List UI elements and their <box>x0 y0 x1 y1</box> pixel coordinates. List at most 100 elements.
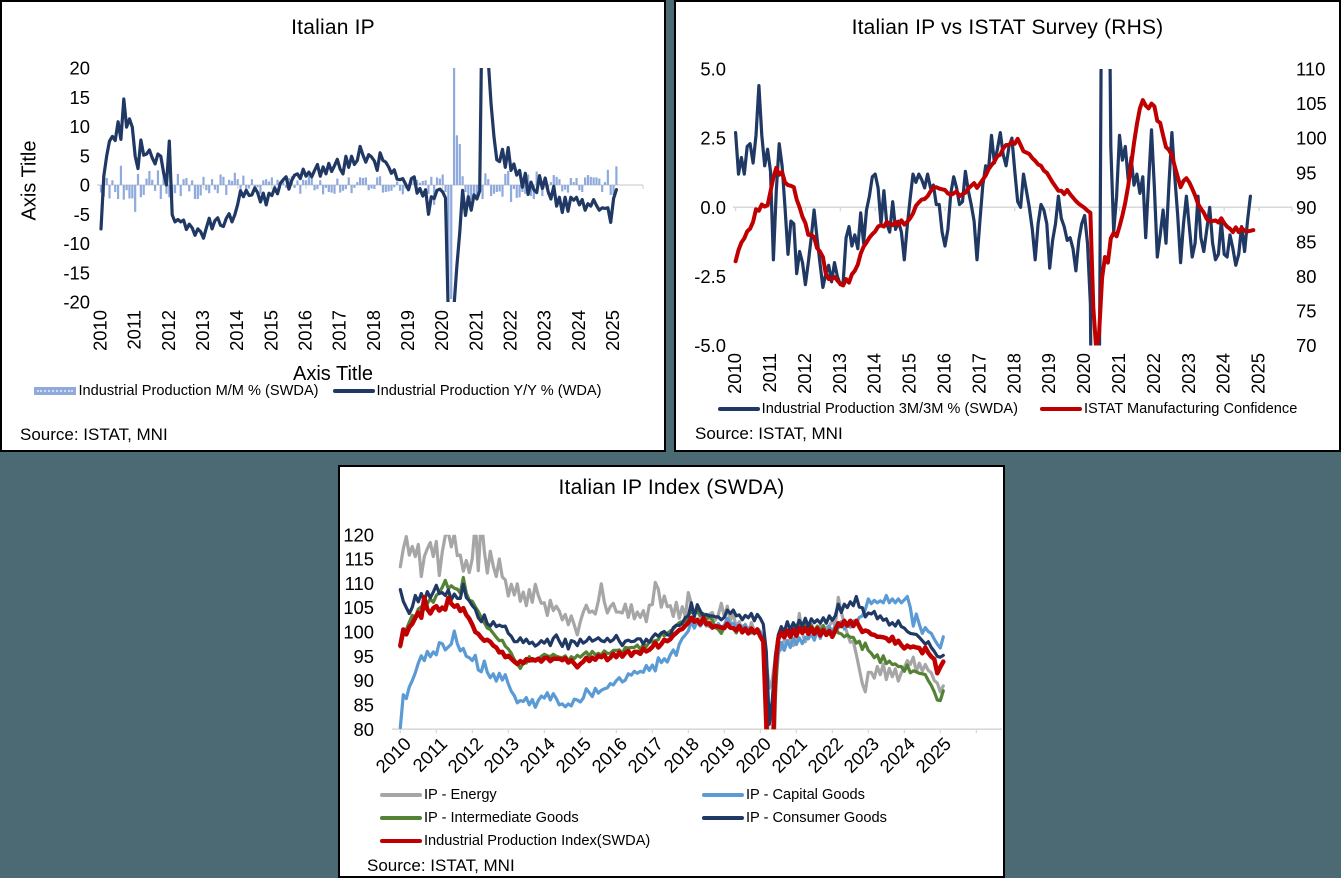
svg-text:2020: 2020 <box>1073 353 1094 394</box>
svg-text:2013: 2013 <box>829 353 850 394</box>
svg-text:-5.0: -5.0 <box>694 335 726 356</box>
svg-text:2010: 2010 <box>90 310 111 351</box>
svg-text:115: 115 <box>345 549 374 570</box>
svg-text:2025: 2025 <box>911 733 955 777</box>
svg-text:2022: 2022 <box>803 733 847 777</box>
svg-text:110: 110 <box>345 573 374 594</box>
svg-text:2012: 2012 <box>158 310 179 351</box>
svg-text:80: 80 <box>354 719 374 740</box>
svg-text:90: 90 <box>354 670 374 691</box>
svg-text:5.0: 5.0 <box>700 59 726 80</box>
line-series-swatch <box>332 388 375 394</box>
svg-text:2016: 2016 <box>934 353 955 394</box>
legend-item: Industrial Production M/M % (SWDA) <box>34 383 319 399</box>
svg-text:110: 110 <box>1296 59 1325 80</box>
svg-text:2012: 2012 <box>794 353 815 394</box>
svg-text:0.0: 0.0 <box>700 197 726 218</box>
panel-ip-index-swda: Italian IP Index (SWDA) 120 115 110 105 100 9… <box>338 465 1005 878</box>
svg-text:2018: 2018 <box>659 733 703 777</box>
svg-text:-10: -10 <box>63 233 90 254</box>
legend-label: Industrial Production Y/Y % (WDA) <box>376 383 602 399</box>
legend-label: IP - Capital Goods <box>746 787 865 803</box>
source-note: Source: ISTAT, MNI <box>20 425 168 444</box>
legend-item: IP - Energy <box>380 787 497 803</box>
x-axis-title: Axis Title <box>292 363 374 385</box>
svg-text:2025: 2025 <box>1248 353 1269 394</box>
line-series-swatch <box>380 815 422 821</box>
bar-series-swatch <box>34 387 77 395</box>
line-series-swatch <box>702 815 744 821</box>
svg-text:2018: 2018 <box>1003 353 1024 394</box>
svg-text:2017: 2017 <box>329 310 350 351</box>
svg-text:2014: 2014 <box>515 733 559 777</box>
legend-label: Industrial Production 3M/3M % (SWDA) <box>761 401 1018 417</box>
svg-text:90: 90 <box>1296 197 1316 218</box>
svg-text:100: 100 <box>343 622 374 643</box>
line-series-swatch <box>717 406 760 412</box>
svg-text:2011: 2011 <box>124 310 145 350</box>
svg-text:105: 105 <box>1296 93 1327 114</box>
svg-text:2013: 2013 <box>479 733 523 777</box>
svg-text:2010: 2010 <box>724 353 745 394</box>
legend-item: Industrial Production Y/Y % (WDA) <box>332 383 602 399</box>
svg-text:2021: 2021 <box>767 733 811 777</box>
svg-text:75: 75 <box>1296 301 1316 322</box>
legend-label: ISTAT Manufacturing Confidence <box>1083 401 1298 417</box>
legend-label: Industrial Production M/M % (SWDA) <box>78 383 319 399</box>
svg-text:2014: 2014 <box>226 310 247 351</box>
svg-text:2013: 2013 <box>192 310 213 351</box>
panel-ip-vs-istat-survey: Italian IP vs ISTAT Survey (RHS) 5.0 2.5 0… <box>674 0 1341 452</box>
legend-label: IP - Intermediate Goods <box>424 810 579 826</box>
svg-text:2019: 2019 <box>695 733 739 777</box>
chart-title-ip-vs-istat: Italian IP vs ISTAT Survey (RHS) <box>851 16 1164 39</box>
chart-title-ip-index: Italian IP Index (SWDA) <box>558 476 785 499</box>
svg-text:2023: 2023 <box>534 310 555 351</box>
svg-text:2020: 2020 <box>431 310 452 351</box>
legend-item: IP - Capital Goods <box>702 787 865 803</box>
line-series-swatch <box>702 792 744 798</box>
svg-text:0: 0 <box>80 175 90 196</box>
svg-text:-20: -20 <box>63 292 90 313</box>
svg-text:2016: 2016 <box>587 733 631 777</box>
legend-item: Industrial Production Index(SWDA) <box>380 833 650 849</box>
legend-item: ISTAT Manufacturing Confidence <box>1039 401 1298 417</box>
svg-text:10: 10 <box>70 116 90 137</box>
svg-text:2025: 2025 <box>602 310 623 351</box>
svg-text:2016: 2016 <box>295 310 316 351</box>
chart-title-italian-ip: Italian IP <box>291 16 375 39</box>
svg-text:2019: 2019 <box>397 310 418 351</box>
svg-text:2011: 2011 <box>759 353 780 393</box>
plot-area-ip-vs-istat: 5.0 2.5 0.0 -2.5 -5.0 110 105 100 95 90 85 80 75 70 20… <box>694 59 1327 394</box>
svg-text:120: 120 <box>343 524 374 545</box>
svg-text:20: 20 <box>70 58 90 79</box>
line-series-swatch <box>1039 406 1082 412</box>
svg-text:2017: 2017 <box>968 353 989 394</box>
svg-text:2014: 2014 <box>864 353 885 394</box>
svg-text:2023: 2023 <box>1178 353 1199 394</box>
svg-text:5: 5 <box>80 145 90 166</box>
svg-text:2.5: 2.5 <box>700 128 726 149</box>
line-series-swatch <box>380 792 422 798</box>
svg-text:2012: 2012 <box>443 733 487 777</box>
svg-text:2015: 2015 <box>551 733 595 777</box>
svg-text:2011: 2011 <box>408 733 451 776</box>
svg-text:85: 85 <box>354 694 374 715</box>
panel-italian-ip: Italian IP Axis Title 20 15 10 5 0 -5 -10 -15 -2… <box>0 0 666 452</box>
legend-item: IP - Consumer Goods <box>702 810 887 826</box>
svg-text:2021: 2021 <box>465 310 486 351</box>
svg-text:80: 80 <box>1296 266 1316 287</box>
legend-label: Industrial Production Index(SWDA) <box>424 833 651 849</box>
source-note: Source: ISTAT, MNI <box>695 424 843 443</box>
legend-label: IP - Consumer Goods <box>746 810 887 826</box>
svg-text:100: 100 <box>1296 128 1327 149</box>
svg-text:-15: -15 <box>63 262 90 283</box>
svg-text:95: 95 <box>354 646 374 667</box>
legend-item: IP - Intermediate Goods <box>380 810 579 826</box>
svg-text:2018: 2018 <box>363 310 384 351</box>
source-note: Source: ISTAT, MNI <box>367 856 515 875</box>
svg-text:2020: 2020 <box>731 733 775 777</box>
svg-text:2015: 2015 <box>899 353 920 394</box>
legend-italian-ip: Industrial Production M/M % (SWDA) Indus… <box>2 383 664 399</box>
